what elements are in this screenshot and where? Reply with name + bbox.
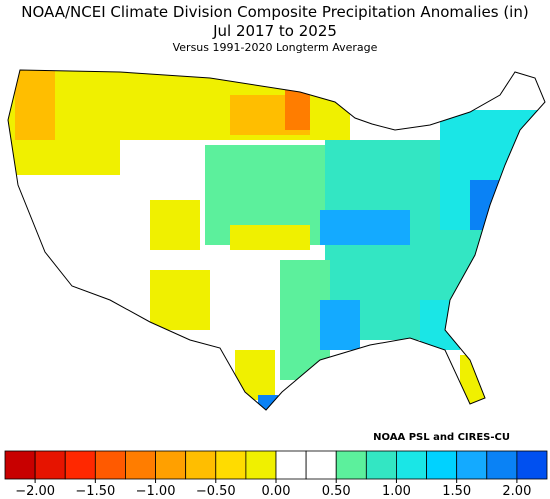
credit: NOAA PSL and CIRES-CU bbox=[373, 432, 510, 443]
tick-label: 2.00 bbox=[502, 484, 531, 499]
colorbar: −2.00 −1.50 −1.00 −0.50 0.00 0.50 1.00 1.50 2.00 bbox=[4, 450, 548, 499]
map bbox=[8, 70, 545, 410]
color-swatch bbox=[396, 450, 427, 480]
color-swatch bbox=[64, 450, 96, 480]
us-outline bbox=[7, 69, 546, 411]
color-swatch bbox=[185, 450, 217, 480]
color-swatch bbox=[335, 450, 367, 480]
color-swatch bbox=[305, 450, 337, 480]
color-swatch bbox=[516, 450, 548, 480]
color-swatch bbox=[4, 450, 36, 480]
tick-label: 0.00 bbox=[262, 484, 291, 499]
period: Jul 2017 to 2025 bbox=[212, 22, 337, 40]
tick-label: −1.00 bbox=[136, 484, 176, 499]
tick-label: 1.00 bbox=[382, 484, 411, 499]
color-swatch bbox=[486, 450, 518, 480]
tick-label: −0.50 bbox=[196, 484, 236, 499]
subtitle: Versus 1991-2020 Longterm Average bbox=[173, 41, 378, 54]
tick-label: 1.50 bbox=[442, 484, 471, 499]
color-swatch bbox=[125, 450, 156, 480]
color-swatch bbox=[34, 450, 66, 480]
tick-label: −2.00 bbox=[15, 484, 55, 499]
tick-label: −1.50 bbox=[75, 484, 115, 499]
color-swatch bbox=[155, 450, 187, 480]
title: NOAA/NCEI Climate Division Composite Pre… bbox=[21, 3, 528, 21]
color-swatch bbox=[94, 450, 126, 480]
color-swatch bbox=[426, 450, 458, 480]
color-swatch bbox=[275, 450, 307, 480]
color-swatch bbox=[456, 450, 488, 480]
color-swatch bbox=[365, 450, 397, 480]
color-swatch bbox=[245, 450, 277, 480]
color-swatch bbox=[215, 450, 247, 480]
tick-label: 0.50 bbox=[322, 484, 351, 499]
